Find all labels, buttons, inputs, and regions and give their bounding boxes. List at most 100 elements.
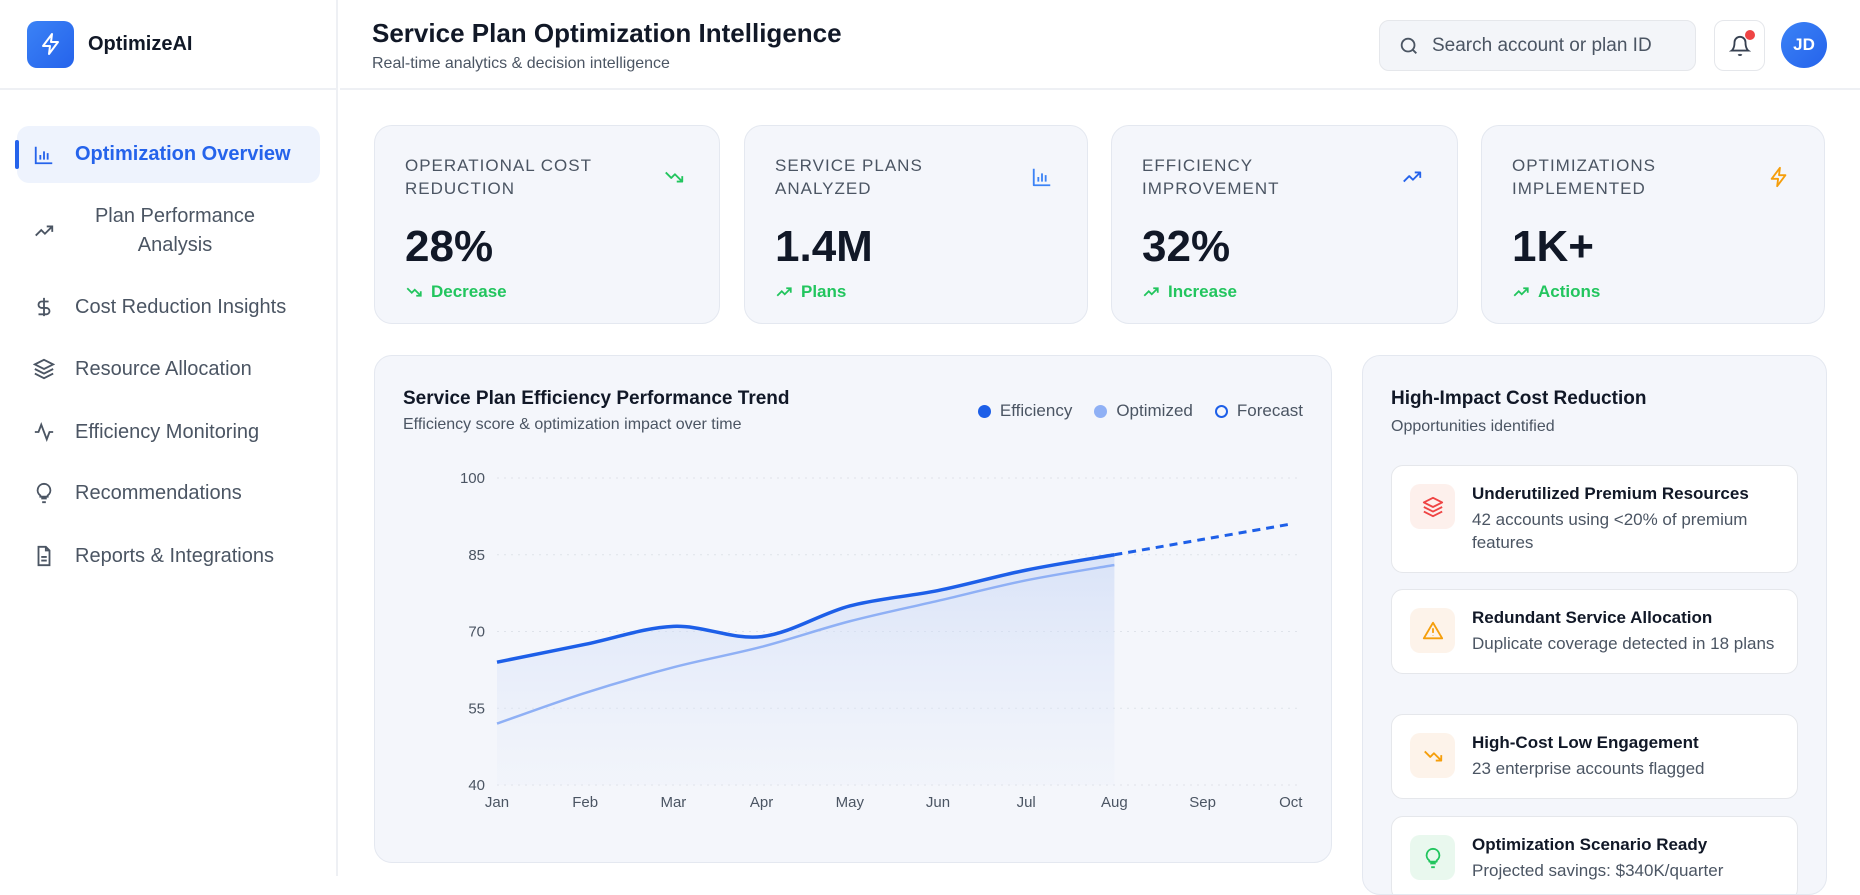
trending-up-icon — [776, 287, 792, 297]
trending-up-icon — [35, 225, 54, 237]
search-placeholder: Search account or plan ID — [1432, 34, 1652, 56]
trending-down-icon — [406, 287, 422, 297]
opportunity-title: High-Cost Low Engagement — [1472, 733, 1699, 752]
page-title: Service Plan Optimization Intelligence — [372, 18, 842, 48]
sidebar-item-optimization-overview[interactable]: Optimization Overview — [15, 126, 320, 183]
kpi-value: 32% — [1142, 222, 1231, 271]
kpi-value: 1K+ — [1512, 222, 1594, 271]
x-tick-label: Sep — [1189, 794, 1216, 811]
bar-chart-icon — [34, 146, 53, 164]
sidebar-item-recommendations[interactable]: Recommendations — [17, 467, 320, 519]
sidebar: OptimizeAI Optimization Overview Plan Pe… — [0, 0, 338, 876]
y-tick-label: 70 — [468, 624, 485, 641]
opportunity-item[interactable]: High-Cost Low Engagement 23 enterprise a… — [1391, 714, 1798, 799]
kpi-card: OPTIMIZATIONS IMPLEMENTED 1K+ Actions — [1481, 125, 1825, 324]
sidebar-item-label: Resource Allocation — [75, 357, 252, 380]
opportunity-item[interactable]: Redundant Service Allocation Duplicate c… — [1391, 589, 1798, 674]
opportunity-desc: Projected savings: $340K/quarter — [1472, 861, 1724, 880]
x-tick-label: Oct — [1279, 794, 1303, 811]
kpi-card: SERVICE PLANS ANALYZED 1.4M Plans — [744, 125, 1088, 324]
chart-legend: Efficiency Optimized Forecast — [956, 401, 1303, 421]
lightbulb-icon — [36, 482, 52, 504]
avatar[interactable]: JD — [1781, 22, 1827, 68]
trending-down-icon — [1410, 733, 1455, 778]
lightning-icon — [27, 20, 74, 68]
chart-title: Service Plan Efficiency Performance Tren… — [403, 388, 790, 409]
sidebar-item-label: Optimization Overview — [75, 143, 291, 165]
x-tick-label: Jun — [926, 794, 950, 811]
brand: OptimizeAI — [0, 0, 336, 90]
lightbulb-icon — [1410, 835, 1455, 880]
header: Service Plan Optimization Intelligence R… — [340, 0, 1860, 90]
optimized-line — [496, 563, 1115, 725]
sidebar-item-efficiency-monitoring[interactable]: Efficiency Monitoring — [17, 406, 320, 458]
kpi-trend: Plans — [775, 282, 1057, 302]
opportunity-title: Redundant Service Allocation — [1472, 608, 1713, 627]
x-tick-label: Apr — [750, 794, 773, 811]
trending-down-icon — [665, 171, 684, 183]
x-tick-label: Aug — [1101, 794, 1128, 811]
app-name: OptimizeAI — [88, 32, 193, 55]
sidebar-item-label: Cost Reduction Insights — [75, 295, 287, 318]
efficiency-area — [497, 554, 1115, 785]
kpi-label: SERVICE PLANS ANALYZED — [775, 156, 923, 198]
y-tick-label: 55 — [468, 700, 485, 717]
opportunities-card: High-Impact Cost Reduction Opportunities… — [1362, 355, 1827, 895]
sidebar-item-resource-allocation[interactable]: Resource Allocation — [17, 343, 320, 395]
search-input[interactable]: Search account or plan ID — [1379, 20, 1696, 71]
sidebar-item-reports[interactable]: Reports & Integrations — [17, 530, 320, 582]
trending-up-icon — [1513, 287, 1529, 297]
kpi-card: EFFICIENCY IMPROVEMENT 32% Increase — [1111, 125, 1458, 324]
legend-optimized: Optimized — [1094, 401, 1193, 421]
warning-icon — [1410, 608, 1455, 653]
sidebar-item-plan-performance[interactable]: Plan Performance Analysis — [17, 200, 320, 262]
lightning-icon — [1770, 166, 1787, 188]
x-tick-label: Feb — [572, 794, 598, 811]
opportunities-title: High-Impact Cost Reduction — [1391, 388, 1647, 409]
sidebar-item-label: Reports & Integrations — [75, 544, 274, 567]
opportunity-desc: 23 enterprise accounts flagged — [1472, 759, 1705, 778]
y-tick-label: 40 — [468, 777, 485, 794]
opportunity-title: Optimization Scenario Ready — [1472, 835, 1708, 854]
legend-efficiency: Efficiency — [977, 401, 1072, 421]
opportunity-item[interactable]: Underutilized Premium Resources 42 accou… — [1391, 465, 1798, 573]
y-tick-label: 100 — [460, 470, 485, 487]
sidebar-item-cost-reduction[interactable]: Cost Reduction Insights — [17, 281, 320, 333]
efficiency-line — [496, 553, 1115, 664]
opportunity-desc: Duplicate coverage detected in 18 plans — [1472, 634, 1775, 653]
bar-chart-icon — [1032, 168, 1051, 187]
page-subtitle: Real-time analytics & decision intellige… — [372, 55, 670, 72]
x-tick-label: Jul — [1017, 794, 1036, 811]
layers-icon — [1410, 484, 1455, 529]
dollar-icon — [37, 297, 51, 317]
kpi-card: OPERATIONAL COST REDUCTION 28% Decrease — [374, 125, 720, 324]
layers-icon — [33, 358, 55, 380]
x-tick-label: May — [836, 794, 865, 811]
legend-forecast: Forecast — [1214, 401, 1303, 421]
opportunity-desc: 42 accounts using <20% of premium featur… — [1472, 510, 1748, 552]
notification-badge — [1745, 30, 1755, 40]
kpi-trend: Decrease — [405, 282, 689, 302]
activity-icon — [34, 422, 54, 442]
y-tick-label: 85 — [468, 547, 485, 564]
forecast-line — [1114, 522, 1292, 557]
search-icon — [1400, 37, 1417, 54]
kpi-value: 28% — [405, 222, 494, 271]
opportunities-subtitle: Opportunities identified — [1391, 418, 1555, 435]
trending-up-icon — [1143, 287, 1159, 297]
opportunity-item[interactable]: Optimization Scenario Ready Projected sa… — [1391, 816, 1798, 894]
chart-subtitle: Efficiency score & optimization impact o… — [403, 416, 742, 433]
trend-chart-card: Service Plan Efficiency Performance Tren… — [374, 355, 1332, 863]
kpi-label: OPERATIONAL COST REDUCTION — [405, 156, 592, 198]
kpi-label: EFFICIENCY IMPROVEMENT — [1142, 156, 1280, 198]
kpi-trend: Increase — [1142, 282, 1427, 302]
x-tick-label: Jan — [485, 794, 509, 811]
kpi-label: OPTIMIZATIONS IMPLEMENTED — [1512, 156, 1656, 198]
notifications-button[interactable] — [1714, 20, 1765, 71]
x-tick-label: Mar — [660, 794, 686, 811]
bell-icon — [1728, 35, 1751, 56]
kpi-trend: Actions — [1512, 282, 1794, 302]
file-icon — [37, 545, 51, 567]
sidebar-item-label: Recommendations — [75, 481, 242, 504]
